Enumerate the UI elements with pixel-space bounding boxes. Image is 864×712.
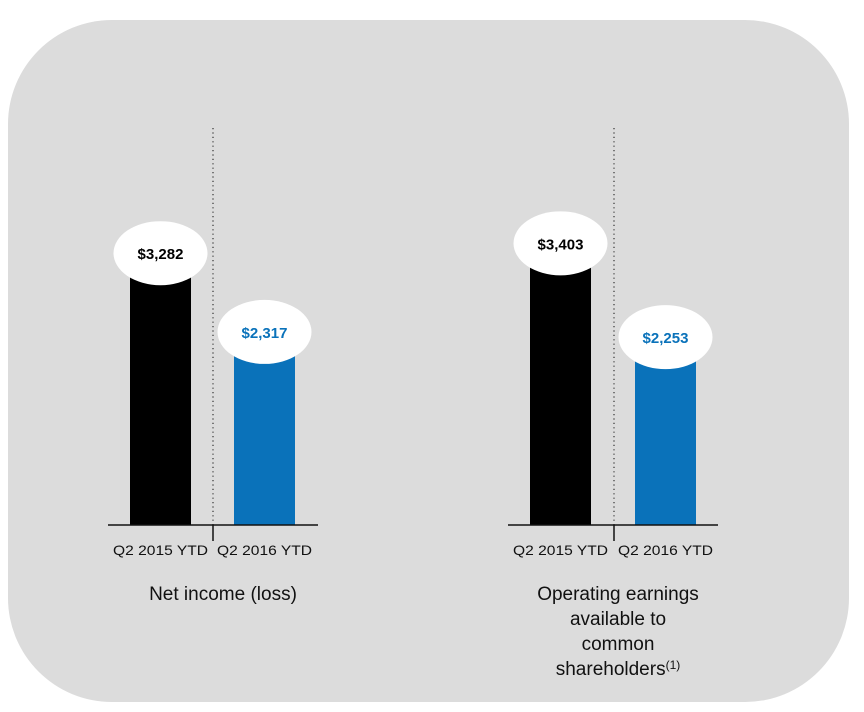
chart2-title-line-3: common <box>581 634 655 655</box>
chart2-value-label-1: $3,403 <box>538 236 584 253</box>
chart2-title-line-4: shareholders <box>555 659 666 680</box>
chart2-value-bubble-1 <box>513 211 608 276</box>
chart1-value-label-1: $3,282 <box>138 246 184 263</box>
chart1-value-bubble-1 <box>113 221 208 286</box>
chart2-category-label-2: Q2 2016 YTD <box>618 542 713 558</box>
chart1-caption: Net income (loss) <box>108 582 338 607</box>
chart2-title-line-2: available to <box>569 609 667 630</box>
chart1-bar-2 <box>234 335 295 525</box>
chart1-title: Net income (loss) <box>149 584 297 605</box>
chart2-value-label-2: $2,253 <box>643 330 689 347</box>
chart1-category-label-2: Q2 2016 YTD <box>217 542 312 558</box>
chart1-value-label-2: $2,317 <box>242 325 288 342</box>
chart2-bar-2 <box>635 341 696 525</box>
chart2-bar-1 <box>530 247 591 526</box>
chart2-title-line-1: Operating earnings <box>537 584 699 605</box>
chart1-bar-1 <box>130 257 191 525</box>
chart2-caption: Operating earnings available to common s… <box>508 582 728 682</box>
chart2-category-label-1: Q2 2015 YTD <box>513 542 608 558</box>
chart1-category-label-1: Q2 2015 YTD <box>113 542 208 558</box>
chart2-value-bubble-2 <box>618 305 713 370</box>
chart2-footnote-marker: (1) <box>665 658 681 672</box>
chart1-value-bubble-2 <box>217 299 312 364</box>
